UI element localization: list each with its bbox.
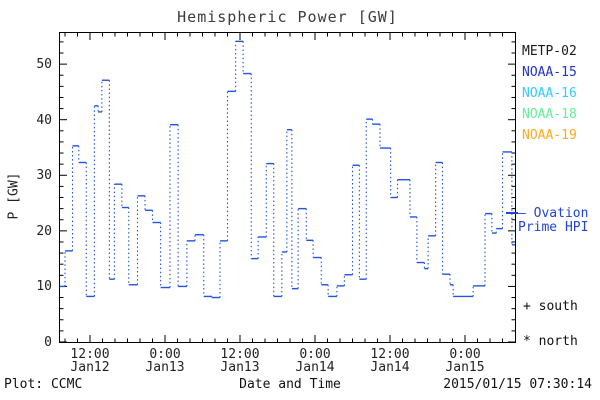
y-tick-label: 50 xyxy=(36,57,52,73)
south-marker-legend: + south xyxy=(523,299,578,314)
plot-source-label: Plot: CCMC xyxy=(4,377,83,392)
x-tick-label: 12:00 Jan13 xyxy=(220,347,260,375)
plot-timestamp: 2015/01/15 07:30:14 xyxy=(443,377,592,392)
legend-item-noaa-18: NOAA-18 xyxy=(522,107,577,122)
legend-item-metp-02: METP-02 xyxy=(522,44,577,59)
x-tick-label: 12:00 Jan12 xyxy=(70,347,110,375)
legend-item-noaa-19: NOAA-19 xyxy=(522,128,577,143)
y-tick-label: 20 xyxy=(36,223,52,239)
x-tick-label: 0:00 Jan13 xyxy=(145,347,185,375)
north-marker-legend: * north xyxy=(523,334,578,349)
ovation-line-sample xyxy=(506,212,518,214)
legend-item-noaa-15: NOAA-15 xyxy=(522,65,577,80)
x-axis-label: Date and Time xyxy=(239,377,341,392)
step-line-plot xyxy=(60,33,515,342)
y-tick-label: 0 xyxy=(44,335,52,350)
y-tick-label: 10 xyxy=(36,279,52,295)
plot-area xyxy=(59,32,516,343)
ovation-legend-label: — Ovation Prime HPI xyxy=(518,206,589,235)
y-tick-label: 30 xyxy=(36,168,52,184)
x-tick-label: 0:00 Jan14 xyxy=(295,347,335,375)
chart-title: Hemispheric Power [GW] xyxy=(177,8,398,26)
x-tick-label: 12:00 Jan14 xyxy=(370,347,410,375)
y-tick-label: 40 xyxy=(36,112,52,128)
x-tick-label: 0:00 Jan15 xyxy=(445,347,485,375)
legend-item-noaa-16: NOAA-16 xyxy=(522,86,577,101)
